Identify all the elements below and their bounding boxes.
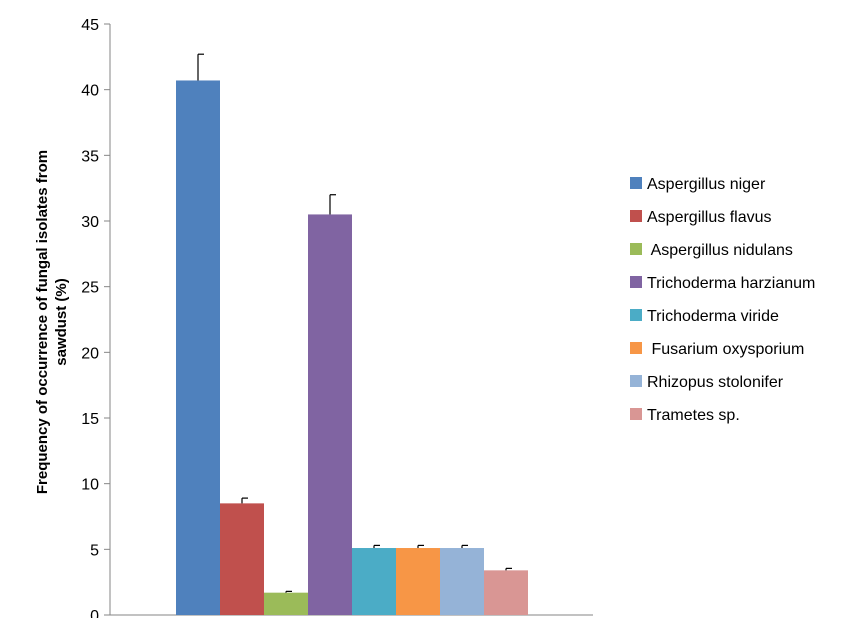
legend-label: Aspergillus flavus (647, 209, 772, 226)
y-axis-title-line-2: sawdust (%) (53, 278, 70, 366)
legend-label: Aspergillus niger (647, 176, 766, 193)
bar (176, 80, 220, 616)
bar (484, 570, 528, 615)
legend-swatch (630, 342, 642, 354)
legend: Aspergillus niger Aspergillus flavus Aspe… (630, 176, 815, 424)
legend-swatch (630, 375, 642, 387)
legend-item: Fusarium oxysporium (630, 341, 804, 358)
y-tick-label: 30 (81, 214, 99, 231)
legend-swatch (630, 276, 642, 288)
y-axis-title-line-1: Frequency of occurrence of fungal isolat… (34, 150, 51, 494)
bar (308, 214, 352, 615)
legend-item: Trametes sp. (630, 407, 740, 424)
legend-swatch (630, 408, 642, 420)
legend-item: Trichoderma viride (630, 308, 779, 325)
y-axis-ticks: 0 5 10 15 20 25 30 35 40 45 (81, 17, 110, 618)
legend-item: Trichoderma harzianum (630, 275, 815, 292)
y-tick-label: 15 (81, 411, 99, 428)
error-bar (241, 497, 248, 504)
legend-item: Aspergillus nidulans (630, 242, 793, 259)
legend-label: Aspergillus nidulans (647, 242, 793, 259)
legend-label: Trametes sp. (647, 407, 740, 424)
bar (396, 548, 440, 615)
legend-label: Rhizopus stolonifer (647, 374, 784, 391)
bars (176, 80, 528, 616)
legend-swatch (630, 243, 642, 255)
y-tick-label: 35 (81, 148, 99, 165)
bar (220, 503, 264, 615)
legend-item: Aspergillus flavus (630, 209, 772, 226)
legend-label: Trichoderma viride (647, 308, 779, 325)
legend-swatch (630, 210, 642, 222)
error-bar (285, 590, 292, 593)
legend-item: Aspergillus niger (630, 176, 766, 193)
y-tick-label: 20 (81, 345, 99, 362)
error-bar (329, 194, 336, 215)
bar (440, 548, 484, 615)
error-bars (197, 53, 512, 593)
error-bar (197, 53, 204, 81)
legend-swatch (630, 177, 642, 189)
legend-label: Fusarium oxysporium (647, 341, 804, 358)
bar (264, 592, 308, 615)
y-axis-title: Frequency of occurrence of fungal isolat… (34, 150, 70, 494)
legend-label: Trichoderma harzianum (647, 275, 815, 292)
error-bar (373, 544, 380, 549)
error-bar (505, 567, 512, 571)
legend-swatch (630, 309, 642, 321)
bar (352, 548, 396, 615)
y-tick-label: 45 (81, 17, 99, 34)
y-tick-label: 40 (81, 83, 99, 100)
y-tick-label: 10 (81, 477, 99, 494)
error-bar (461, 544, 468, 549)
legend-item: Rhizopus stolonifer (630, 374, 784, 391)
y-tick-label: 25 (81, 280, 99, 297)
y-tick-label: 0 (90, 608, 99, 618)
error-bar (417, 544, 424, 549)
y-tick-label: 5 (90, 542, 99, 559)
